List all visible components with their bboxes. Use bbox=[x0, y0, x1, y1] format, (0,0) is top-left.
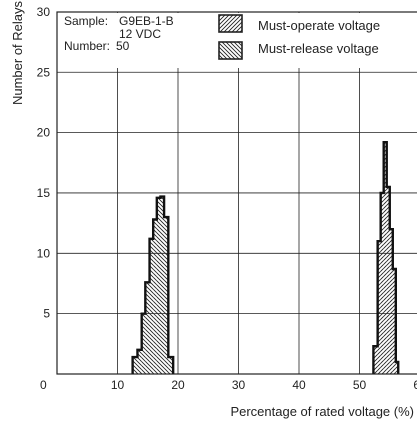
histogram-bin bbox=[377, 241, 381, 374]
y-tick-label: 5 bbox=[43, 307, 50, 321]
y-tick-label: 20 bbox=[37, 126, 51, 140]
number-label: Number: bbox=[64, 39, 110, 53]
histogram-bin bbox=[392, 268, 396, 374]
x-tick-label: 30 bbox=[232, 378, 246, 392]
x-tick-label: 60 bbox=[413, 378, 417, 392]
y-tick-label: 30 bbox=[37, 5, 51, 19]
histogram-bin bbox=[145, 282, 150, 374]
legend: Must-operate voltage Must-release voltag… bbox=[200, 13, 417, 68]
grid-lines bbox=[57, 11, 417, 374]
y-tick-label: 10 bbox=[37, 246, 51, 260]
histogram-outline bbox=[372, 141, 400, 374]
histogram-bin bbox=[132, 357, 138, 374]
histogram-bin bbox=[395, 361, 399, 374]
plot-frame bbox=[56, 11, 417, 375]
histogram-bin bbox=[383, 142, 387, 374]
x-tick-label: 40 bbox=[292, 378, 306, 392]
x-tick-label: 50 bbox=[353, 378, 367, 392]
histogram-bin bbox=[153, 219, 157, 374]
histogram-bin bbox=[380, 192, 384, 374]
x-tick-labels: 0 10 20 30 40 50 60 bbox=[40, 378, 417, 392]
sample-value-2: 12 VDC bbox=[119, 27, 161, 41]
legend-label-operate: Must-operate voltage bbox=[258, 18, 380, 33]
info-box-frame bbox=[58, 13, 200, 68]
histogram-bars bbox=[131, 141, 400, 374]
histogram-bin bbox=[164, 217, 169, 374]
x-axis-label: Percentage of rated voltage (%) bbox=[230, 404, 414, 419]
histogram-bin bbox=[156, 197, 161, 374]
legend-swatch-operate bbox=[218, 14, 243, 33]
sample-value: G9EB-1-B bbox=[119, 14, 174, 28]
x-tick-label: 0 bbox=[40, 378, 47, 392]
y-tick-labels: 5 10 15 20 25 30 bbox=[37, 5, 51, 321]
histogram-outline bbox=[131, 195, 175, 374]
x-tick-label: 20 bbox=[171, 378, 185, 392]
number-value: 50 bbox=[116, 39, 130, 53]
info-box: Sample: G9EB-1-B 12 VDC Number: 50 bbox=[58, 13, 200, 68]
histogram-bin bbox=[141, 313, 146, 374]
histogram-bin bbox=[386, 186, 390, 374]
legend-label-release: Must-release voltage bbox=[258, 41, 379, 56]
histogram-bin bbox=[160, 196, 165, 374]
histogram-bin bbox=[149, 238, 154, 374]
histogram-bin bbox=[168, 357, 174, 374]
legend-swatch-release bbox=[218, 41, 243, 60]
histogram-bin bbox=[137, 349, 142, 374]
histogram-bin bbox=[389, 229, 393, 374]
x-tick-label: 10 bbox=[111, 378, 125, 392]
histogram-bin bbox=[373, 346, 378, 374]
y-tick-label: 25 bbox=[37, 65, 51, 79]
y-tick-label: 15 bbox=[37, 186, 51, 200]
y-axis-label: Number of Relays bbox=[10, 0, 25, 105]
sample-label: Sample: bbox=[64, 14, 108, 28]
